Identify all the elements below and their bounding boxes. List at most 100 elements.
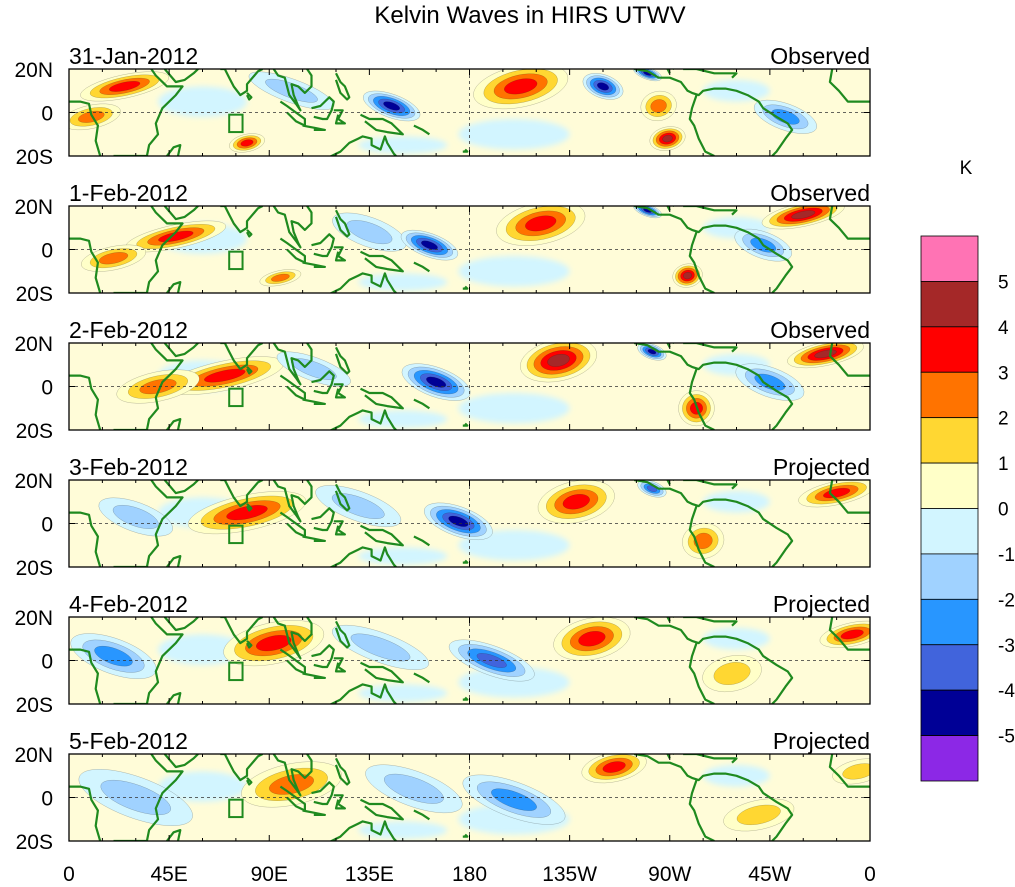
coastline — [302, 124, 326, 131]
coastline — [683, 617, 738, 627]
colorbar-swatch — [920, 462, 979, 509]
x-axis: 0 45E 90E 135E 180 135W 90W 45W 0 — [63, 863, 876, 886]
anomaly-feature — [761, 206, 845, 230]
anomaly-feature — [423, 502, 493, 541]
anomaly-contour — [383, 773, 444, 804]
coastline — [683, 754, 738, 764]
coastline — [279, 237, 306, 264]
coastline — [279, 374, 306, 401]
coastline — [360, 250, 404, 273]
panel-5: 20N 0 20S 4-Feb-2012 Projected — [14, 591, 871, 717]
coastline — [666, 69, 675, 74]
coastline — [634, 617, 794, 704]
lon-tick-label: 45W — [748, 863, 791, 886]
reference-box — [228, 798, 244, 819]
coastlines — [69, 754, 870, 841]
anomaly-contour — [383, 101, 400, 111]
coastline — [302, 809, 326, 816]
panel-date: 4-Feb-2012 — [69, 591, 188, 617]
panel-date: 5-Feb-2012 — [69, 728, 188, 754]
anomaly-contour — [256, 635, 292, 652]
coastline — [246, 640, 253, 649]
coastline — [320, 683, 397, 704]
colorbar-label: 1 — [998, 454, 1009, 475]
lat-tick-label: 20S — [16, 557, 53, 580]
anomaly-contour — [109, 81, 141, 92]
colorbar-label: 5 — [998, 272, 1009, 293]
lat-tick-label: 20N — [14, 333, 53, 356]
coastline — [683, 206, 738, 216]
anomaly-contour — [840, 629, 864, 640]
coastline — [311, 781, 335, 806]
anomaly-field — [69, 754, 870, 841]
lon-tick-label: 135W — [542, 863, 597, 886]
lat-tick-label: 20N — [14, 470, 53, 493]
anomaly-contour — [578, 631, 606, 647]
panel-status: Projected — [773, 728, 870, 754]
colorbar-swatch — [920, 281, 979, 328]
background-anomaly — [458, 667, 570, 698]
coastline — [828, 754, 870, 788]
anomaly-feature — [70, 633, 157, 679]
anomaly-feature — [229, 133, 265, 153]
coastline — [220, 754, 264, 782]
coastline — [666, 480, 675, 485]
coastline — [320, 135, 397, 156]
anomaly-feature — [187, 491, 307, 535]
chart-title: Kelvin Waves in HIRS UTWV — [374, 2, 685, 29]
coastline — [828, 206, 870, 240]
coastline — [166, 281, 182, 293]
background-anomaly — [458, 256, 570, 287]
reference-box — [228, 524, 244, 545]
coastline — [360, 113, 404, 136]
anomaly-field — [69, 480, 870, 567]
coastline — [828, 480, 870, 514]
coastline — [666, 617, 675, 622]
coastlines — [69, 617, 870, 704]
coastline — [634, 206, 794, 293]
lat-tick-label: 20S — [16, 420, 53, 443]
coastline — [113, 69, 184, 156]
panel-4: 20N 0 20S 3-Feb-2012 Projected — [14, 454, 871, 580]
coastline — [113, 754, 184, 841]
reference-box — [228, 113, 244, 134]
anomaly-feature — [640, 90, 677, 122]
coastline — [113, 617, 184, 704]
coastline — [413, 124, 431, 136]
anomaly-contour — [842, 763, 870, 780]
coastline — [413, 809, 431, 821]
background-anomaly — [158, 771, 247, 802]
anomaly-feature — [553, 617, 631, 661]
lat-tick-label: 20N — [14, 607, 53, 630]
coastline — [320, 820, 397, 841]
colorbar-swatch — [920, 598, 979, 646]
anomaly-contour — [350, 633, 411, 662]
coastline — [302, 535, 326, 542]
coastline — [334, 209, 351, 238]
coastline — [163, 206, 199, 221]
colorbar-label: 0 — [998, 500, 1009, 521]
coastline — [163, 754, 199, 769]
colorbar-label: -2 — [998, 590, 1015, 611]
coastline — [666, 754, 675, 759]
coastlines — [69, 480, 870, 567]
coastline — [334, 757, 351, 786]
coastline — [320, 272, 397, 293]
colorbar-swatch — [920, 689, 979, 736]
coastline — [634, 754, 794, 841]
lat-tick-label: 0 — [41, 514, 53, 537]
anomaly-contour — [791, 210, 816, 220]
background-anomaly — [158, 86, 247, 117]
coastline — [360, 661, 404, 684]
colorbar-swatch — [920, 553, 979, 600]
anomaly-feature — [537, 480, 615, 524]
coastline — [69, 374, 102, 430]
anomaly-contour — [713, 662, 751, 685]
coastline — [220, 617, 264, 645]
anomaly-contour — [736, 804, 781, 826]
anomaly-contour — [204, 368, 246, 383]
anomaly-contour — [346, 220, 393, 245]
anomaly-feature — [248, 71, 335, 110]
panel-status: Observed — [770, 317, 870, 343]
anomaly-contour — [112, 504, 159, 529]
